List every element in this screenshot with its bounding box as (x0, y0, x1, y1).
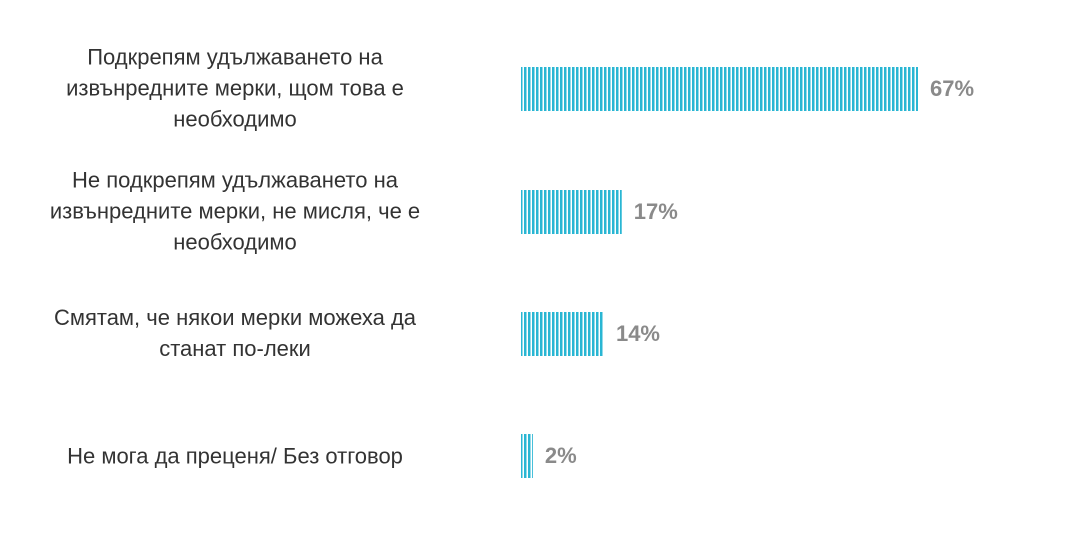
bar-1 (521, 67, 918, 111)
value-label-4: 2% (544, 443, 577, 468)
bar-3 (521, 312, 604, 356)
value-label-1: 67% (930, 76, 975, 101)
category-label-4: Не мога да преценя/ Без отговор (67, 443, 403, 469)
value-label-2: 17% (633, 199, 678, 224)
category-label-3: Смятам, че някои мерки можеха да станат … (53, 305, 417, 361)
category-label-2: Не подкрепям удължаването на извънреднит… (49, 167, 421, 255)
value-label-3: 14% (615, 321, 660, 346)
category-label-1: Подкрепям удължаването на извънредните м… (66, 44, 404, 132)
bar-2 (521, 190, 622, 234)
bar-4 (521, 434, 533, 478)
